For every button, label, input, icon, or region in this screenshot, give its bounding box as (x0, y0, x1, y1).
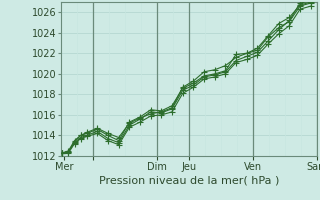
X-axis label: Pression niveau de la mer( hPa ): Pression niveau de la mer( hPa ) (99, 176, 279, 186)
